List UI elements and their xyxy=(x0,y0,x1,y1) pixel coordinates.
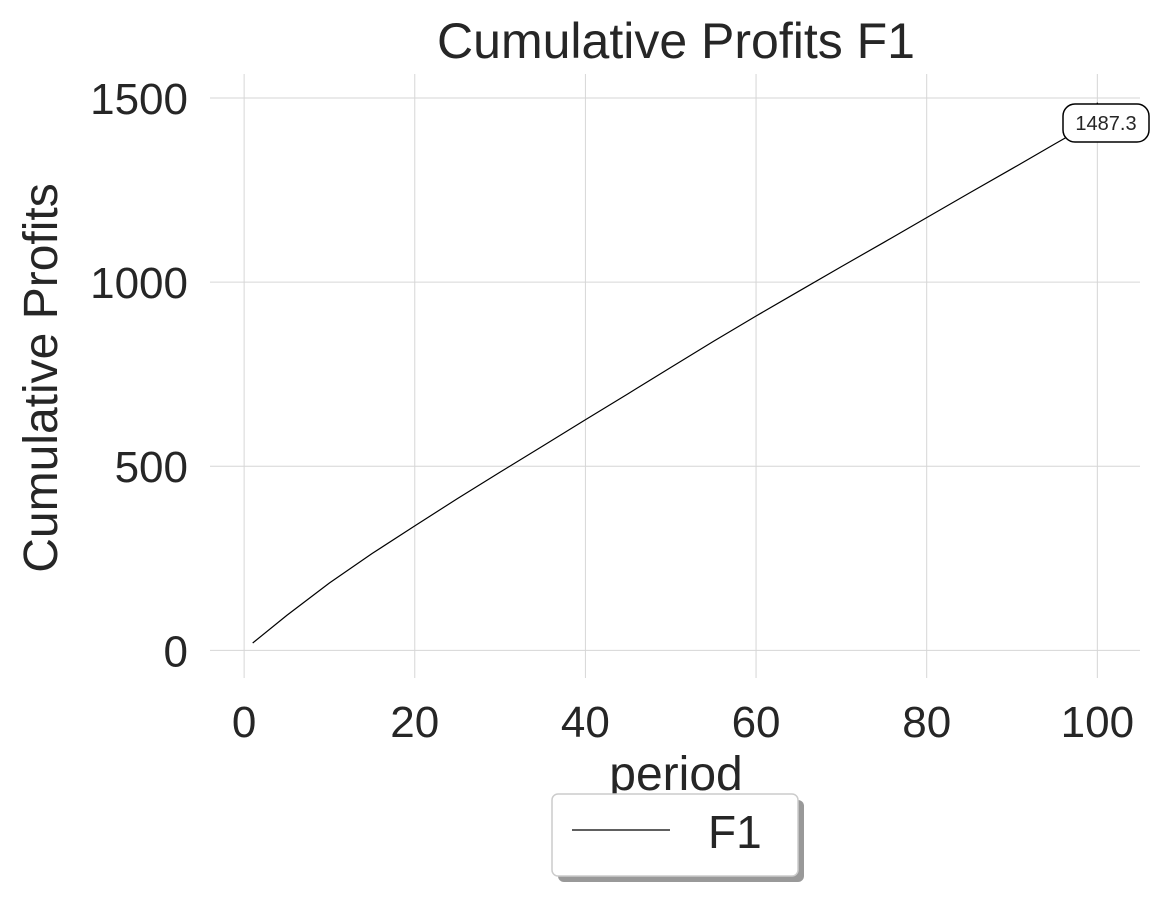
y-tick-label: 500 xyxy=(115,443,188,492)
x-tick-label: 40 xyxy=(561,698,610,747)
legend-box xyxy=(551,793,799,877)
end-value-annotation: 1487.3 xyxy=(1062,103,1150,143)
chart-title: Cumulative Profits F1 xyxy=(437,13,915,69)
series-layer xyxy=(252,102,1098,644)
x-tick-label: 0 xyxy=(232,698,256,747)
y-tick-label: 0 xyxy=(164,627,188,676)
x-tick-label: 100 xyxy=(1061,698,1134,747)
y-axis-label: Cumulative Profits xyxy=(15,183,68,572)
grid-lines xyxy=(210,74,1140,678)
x-tick-label: 80 xyxy=(902,698,951,747)
annotation-label: 1487.3 xyxy=(1075,113,1136,135)
x-axis-label: period xyxy=(609,748,742,801)
legend: F1 xyxy=(551,793,804,882)
legend-label-f1: F1 xyxy=(708,806,762,858)
series-line-f1 xyxy=(252,119,1098,644)
annotation-box xyxy=(1062,103,1150,143)
x-tick-label: 20 xyxy=(390,698,439,747)
x-tick-label: 60 xyxy=(732,698,781,747)
y-tick-label: 1500 xyxy=(90,75,188,124)
y-tick-label: 1000 xyxy=(90,259,188,308)
